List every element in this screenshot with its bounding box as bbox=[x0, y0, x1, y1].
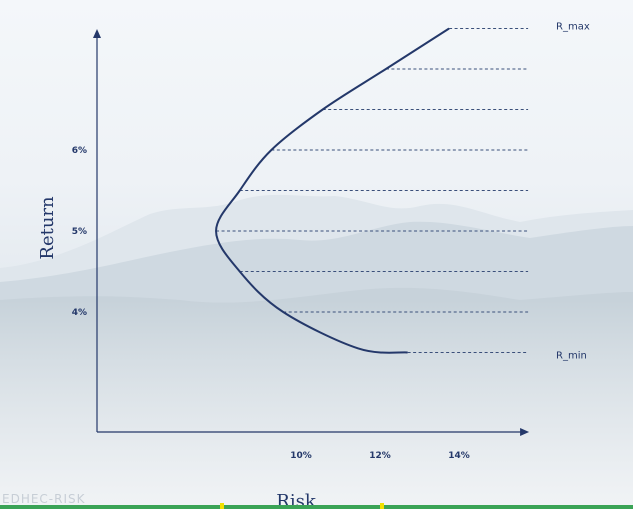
x-axis-arrow-icon bbox=[520, 428, 530, 436]
progress-bar bbox=[0, 505, 633, 509]
y-axis-arrow-icon bbox=[93, 29, 101, 38]
x-tick-label: 14% bbox=[448, 451, 470, 461]
watermark-text: EDHEC-RISK bbox=[2, 492, 86, 506]
y-tick-label: 6% bbox=[72, 146, 87, 156]
x-axis-title: Risk bbox=[276, 491, 317, 509]
r-max-label: R_max bbox=[556, 22, 590, 33]
r-min-label: R_min bbox=[556, 351, 587, 362]
progress-marker-end bbox=[380, 503, 384, 509]
progress-marker-start bbox=[220, 503, 224, 509]
y-axis-title: Return bbox=[37, 196, 58, 260]
efficient-frontier-curve bbox=[215, 27, 450, 354]
mountain-background bbox=[0, 194, 633, 509]
x-tick-label: 12% bbox=[369, 451, 391, 461]
y-tick-label: 5% bbox=[72, 227, 87, 237]
y-tick-label: 4% bbox=[72, 308, 87, 318]
x-tick-label: 10% bbox=[290, 451, 312, 461]
